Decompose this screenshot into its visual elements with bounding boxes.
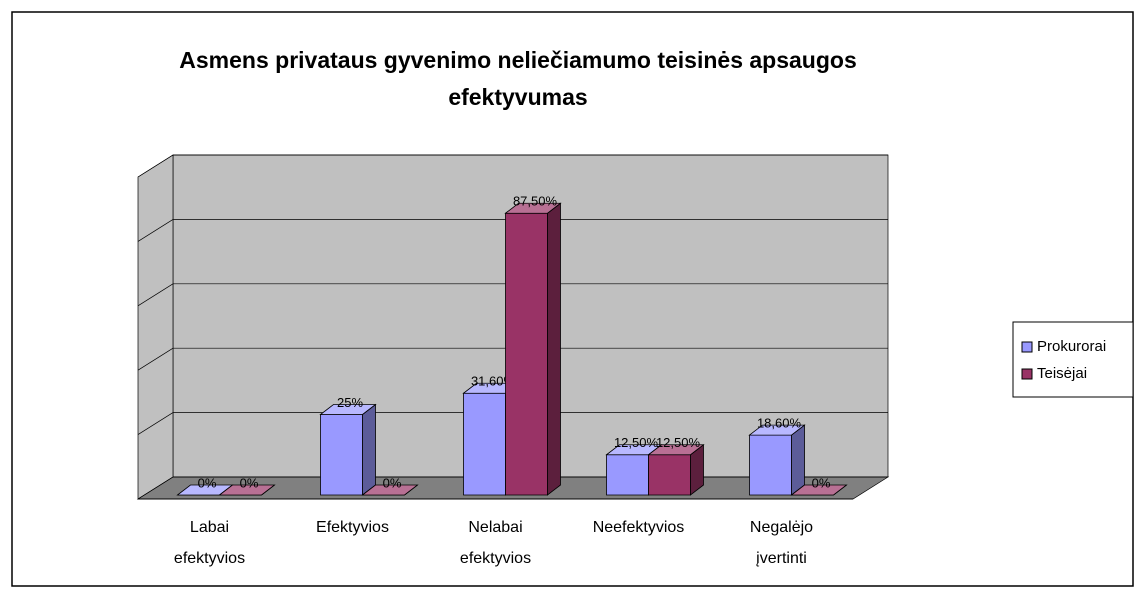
x-tick-label: Nelabai efektyvios	[459, 519, 532, 567]
x-tick-label: Negalėjo įvertinti	[749, 519, 814, 567]
grid-line-side	[137, 219, 174, 242]
bar-front	[463, 392, 506, 496]
bar-side	[362, 403, 376, 496]
bar-top	[748, 424, 806, 436]
bar-front	[606, 454, 649, 496]
data-label: 31,60%	[471, 374, 516, 389]
side-wall	[137, 154, 174, 500]
bar-top	[790, 484, 848, 496]
bar	[748, 424, 806, 496]
x-tick-label: Labai efektyvios	[173, 519, 246, 567]
bar	[504, 202, 562, 496]
bar-front	[749, 434, 792, 496]
legend-swatch	[1021, 368, 1033, 380]
data-label: 0%	[383, 475, 402, 490]
bar-top	[361, 484, 419, 496]
grid-line-side	[137, 347, 174, 371]
legend-label: Prokurorai	[1037, 338, 1106, 355]
bar	[647, 443, 705, 496]
data-label: 0%	[198, 475, 217, 490]
x-tick-label: Efektyvios	[316, 519, 389, 536]
bar-top	[504, 202, 562, 214]
bar	[361, 484, 419, 496]
legend-label: Teisėjai	[1037, 365, 1087, 382]
bar	[218, 484, 276, 496]
bar	[790, 484, 848, 496]
bar-top	[647, 444, 705, 456]
grid-line-side	[137, 476, 174, 500]
x-tick-label: Neefektyvios	[592, 519, 685, 536]
grid-line-side	[137, 283, 174, 307]
legend	[1012, 321, 1134, 398]
bar-top	[319, 404, 377, 415]
bar-side	[547, 202, 561, 496]
data-label: 12,50%	[656, 435, 701, 450]
grid-line-side	[137, 154, 174, 178]
bar	[319, 403, 377, 496]
data-label: 0%	[240, 475, 259, 490]
bar-side	[791, 424, 805, 496]
data-label: 12,50%	[614, 435, 659, 450]
data-label: 18,60%	[757, 416, 802, 431]
data-label: 87,50%	[513, 194, 558, 209]
data-label: 25%	[337, 395, 363, 410]
bar-front	[320, 414, 363, 496]
legend-swatch	[1021, 341, 1033, 353]
data-label: 0%	[812, 475, 831, 490]
grid-line-side	[137, 412, 174, 435]
bar-front	[648, 454, 691, 496]
chart-title: Asmens privataus gyvenimo neliečiamumo t…	[179, 47, 857, 110]
bar-front	[505, 212, 548, 496]
bar-top	[218, 484, 276, 496]
